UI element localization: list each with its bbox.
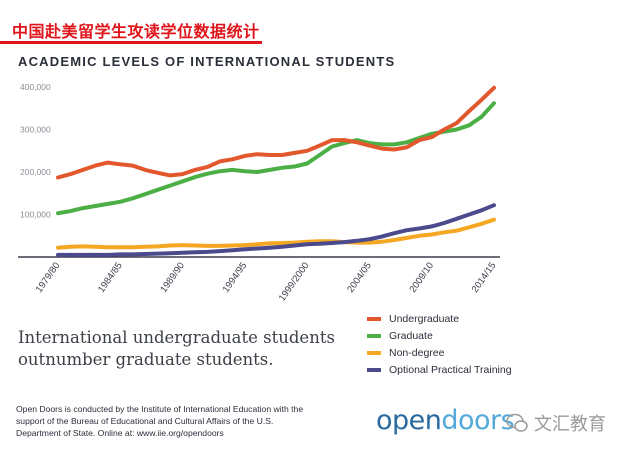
legend-swatch	[367, 333, 381, 338]
y-tick-label: 100,000	[20, 210, 51, 220]
series-line-non-degree	[56, 217, 496, 250]
series-line-optional-practical-training	[56, 203, 496, 257]
series-line-undergraduate	[56, 85, 496, 180]
tick-label-layer: 100,000 200,000 300,000 400,000 1979/80 1984/…	[20, 82, 498, 304]
logo-text-open: open	[376, 405, 442, 436]
legend-item: Optional Practical Training	[367, 361, 512, 378]
y-tick-label: 300,000	[20, 125, 51, 135]
x-tick-label: 1979/80	[34, 260, 63, 294]
wechat-watermark: 文汇教育	[506, 410, 606, 436]
x-tick-label: 1984/85	[96, 260, 125, 294]
legend-swatch	[367, 367, 381, 372]
banner-underline	[0, 41, 262, 44]
x-tick-label: 1994/95	[221, 260, 250, 294]
x-tick-label: 1989/90	[158, 260, 187, 294]
legend-item: Non-degree	[367, 344, 512, 361]
legend-label: Optional Practical Training	[389, 363, 512, 376]
x-tick-label: 2009/10	[407, 260, 436, 294]
chart-title: ACADEMIC LEVELS OF INTERNATIONAL STUDENT…	[18, 54, 396, 69]
y-tick-label: 200,000	[20, 167, 51, 177]
x-tick-label: 2004/05	[345, 260, 374, 294]
legend-item: Undergraduate	[367, 310, 512, 327]
chart-legend: Undergraduate Graduate Non-degree Optional …	[367, 310, 512, 378]
legend-label: Non-degree	[389, 346, 445, 359]
legend-item: Graduate	[367, 327, 512, 344]
y-tick-label: 400,000	[20, 82, 51, 92]
legend-label: Graduate	[389, 329, 433, 342]
series-line-graduate	[56, 101, 496, 216]
x-tick-label: 1999/2000	[277, 260, 312, 303]
legend-swatch	[367, 316, 381, 321]
opendoors-logo: opendoors	[376, 405, 515, 436]
tagline: International undergraduate students out…	[18, 328, 335, 369]
page-banner-title: 中国赴美留学生攻读学位数据统计	[12, 18, 260, 42]
x-tick-label: 2014/15	[470, 260, 499, 294]
logo-text-doors: doors	[441, 405, 515, 436]
watermark-text: 文汇教育	[534, 414, 606, 435]
source-footnote: Open Doors is conducted by the Institute…	[16, 404, 304, 438]
legend-swatch	[367, 350, 381, 355]
wechat-icon	[506, 413, 528, 432]
banner-title-text: 中国赴美留学生攻读学位数据统计	[12, 22, 260, 41]
legend-label: Undergraduate	[389, 312, 460, 325]
series-layer	[56, 85, 496, 257]
line-chart: 100,000 200,000 300,000 400,000 1979/80 1984/…	[18, 82, 500, 304]
